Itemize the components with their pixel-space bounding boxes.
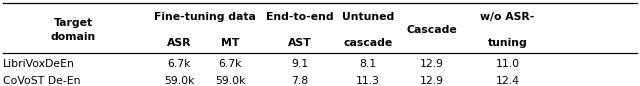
Text: MT: MT — [221, 38, 239, 48]
Text: CoVoST De-En: CoVoST De-En — [3, 76, 81, 86]
Text: 11.0: 11.0 — [495, 59, 520, 69]
Text: tuning: tuning — [488, 38, 527, 48]
Text: 59.0k: 59.0k — [164, 76, 195, 86]
Text: End-to-end: End-to-end — [266, 12, 333, 22]
Text: Untuned: Untuned — [342, 12, 394, 22]
Text: ASR: ASR — [167, 38, 191, 48]
Text: Fine-tuning data: Fine-tuning data — [154, 12, 256, 22]
Text: 7.8: 7.8 — [291, 76, 308, 86]
Text: 6.7k: 6.7k — [168, 59, 191, 69]
Text: 6.7k: 6.7k — [219, 59, 242, 69]
Text: cascade: cascade — [344, 38, 392, 48]
Text: AST: AST — [288, 38, 311, 48]
Text: Target
domain: Target domain — [51, 18, 96, 42]
Text: Cascade: Cascade — [406, 25, 458, 35]
Text: 12.9: 12.9 — [420, 76, 444, 86]
Text: 12.4: 12.4 — [495, 76, 520, 86]
Text: 11.3: 11.3 — [356, 76, 380, 86]
Text: LibriVoxDeEn: LibriVoxDeEn — [3, 59, 75, 69]
Text: 8.1: 8.1 — [360, 59, 376, 69]
Text: w/o ASR-: w/o ASR- — [481, 12, 534, 22]
Text: 12.9: 12.9 — [420, 59, 444, 69]
Text: 9.1: 9.1 — [291, 59, 308, 69]
Text: 59.0k: 59.0k — [215, 76, 246, 86]
